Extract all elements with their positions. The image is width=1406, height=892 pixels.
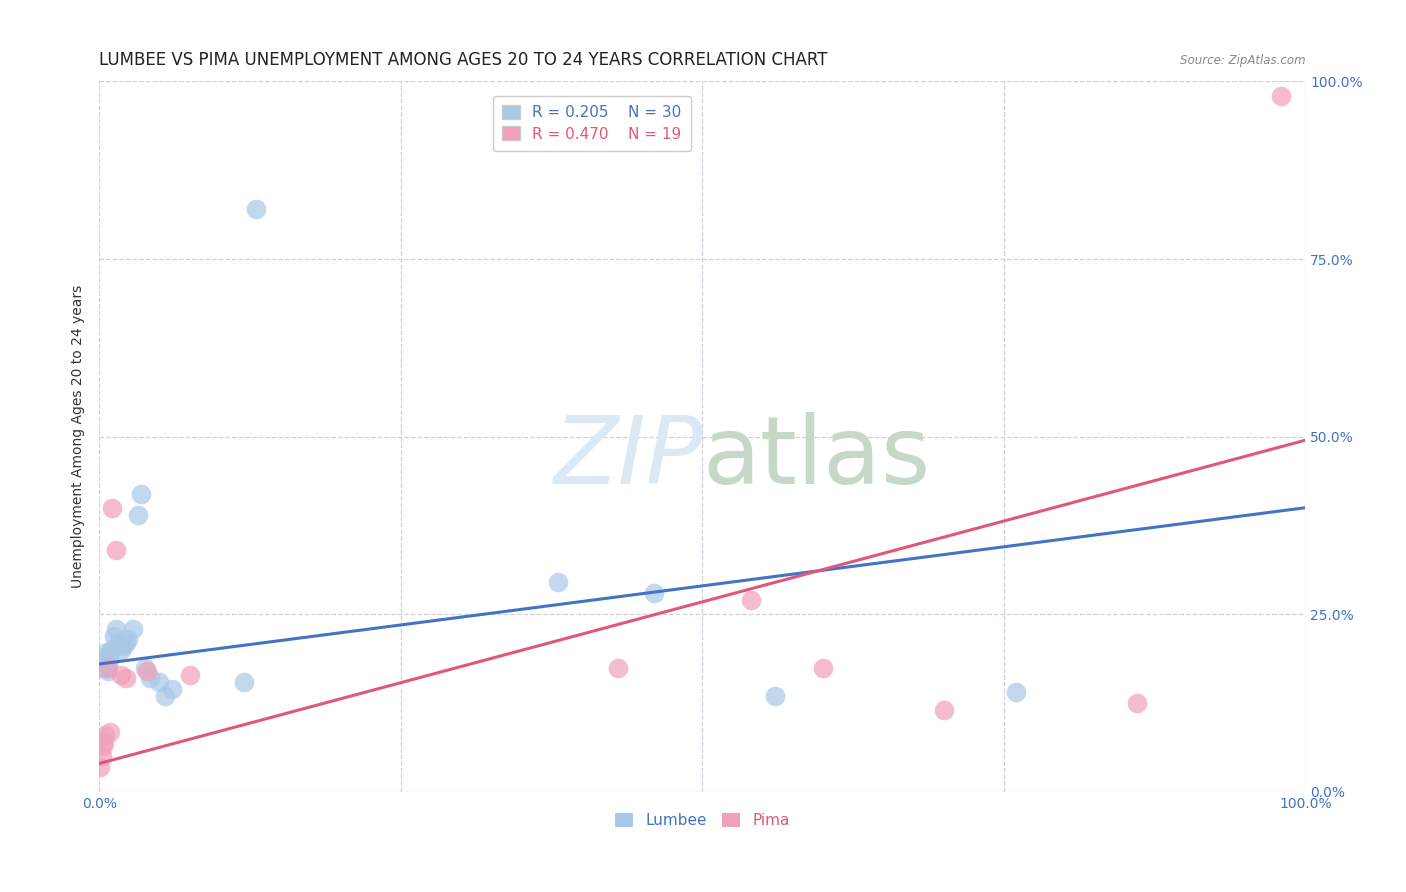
Point bbox=[1270, 88, 1292, 103]
Point bbox=[105, 622, 128, 636]
Point bbox=[148, 674, 170, 689]
Text: atlas: atlas bbox=[702, 412, 931, 504]
Point bbox=[1125, 696, 1147, 710]
Point bbox=[131, 486, 153, 500]
Point bbox=[112, 640, 135, 654]
Text: ZIP: ZIP bbox=[553, 412, 702, 503]
Legend: Lumbee, Pima: Lumbee, Pima bbox=[609, 806, 796, 834]
Point bbox=[97, 660, 120, 674]
Y-axis label: Unemployment Among Ages 20 to 24 years: Unemployment Among Ages 20 to 24 years bbox=[72, 285, 86, 589]
Text: LUMBEE VS PIMA UNEMPLOYMENT AMONG AGES 20 TO 24 YEARS CORRELATION CHART: LUMBEE VS PIMA UNEMPLOYMENT AMONG AGES 2… bbox=[100, 51, 828, 69]
Point bbox=[96, 660, 118, 674]
Point bbox=[139, 671, 162, 685]
Point bbox=[101, 500, 124, 515]
Point bbox=[94, 728, 117, 742]
Point bbox=[90, 749, 112, 764]
Point bbox=[103, 629, 125, 643]
Point bbox=[1005, 685, 1028, 699]
Point bbox=[606, 660, 628, 674]
Point bbox=[98, 724, 121, 739]
Point bbox=[245, 202, 267, 217]
Point bbox=[134, 660, 156, 674]
Point bbox=[89, 760, 111, 774]
Point bbox=[160, 681, 183, 696]
Point bbox=[93, 735, 115, 749]
Point bbox=[763, 689, 786, 703]
Point bbox=[122, 622, 145, 636]
Point bbox=[91, 739, 114, 753]
Point bbox=[155, 689, 177, 703]
Point bbox=[136, 664, 159, 678]
Point bbox=[97, 664, 120, 678]
Point bbox=[232, 674, 254, 689]
Point bbox=[107, 636, 129, 650]
Point bbox=[114, 636, 136, 650]
Point bbox=[547, 575, 569, 590]
Point bbox=[91, 653, 114, 667]
Point bbox=[110, 667, 132, 681]
Point bbox=[105, 543, 128, 558]
Point bbox=[811, 660, 834, 674]
Point bbox=[179, 667, 201, 681]
Point bbox=[932, 703, 955, 717]
Point bbox=[89, 660, 111, 674]
Point bbox=[127, 508, 149, 522]
Point bbox=[114, 671, 136, 685]
Point bbox=[100, 643, 122, 657]
Point bbox=[110, 643, 132, 657]
Point bbox=[90, 657, 112, 671]
Text: Source: ZipAtlas.com: Source: ZipAtlas.com bbox=[1180, 54, 1305, 67]
Point bbox=[643, 586, 665, 600]
Point bbox=[93, 649, 115, 664]
Point bbox=[97, 653, 120, 667]
Point bbox=[740, 593, 762, 607]
Point bbox=[117, 632, 139, 647]
Point bbox=[94, 647, 117, 661]
